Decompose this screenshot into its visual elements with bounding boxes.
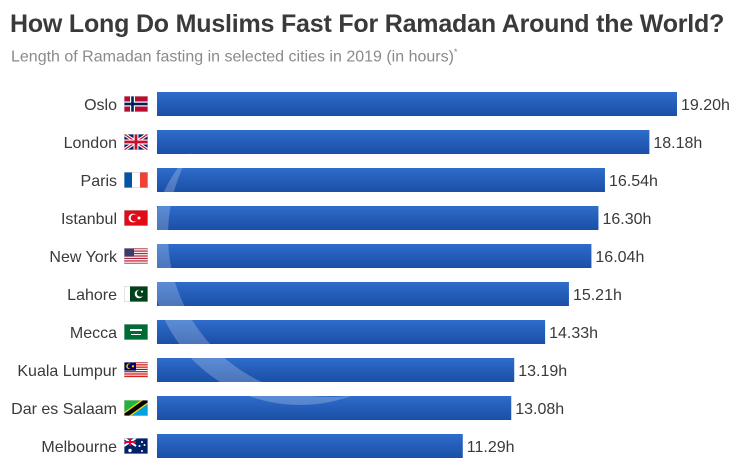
value-label: 16.54h — [609, 173, 658, 190]
bar — [157, 396, 512, 420]
turkey-flag-icon — [124, 210, 148, 226]
value-label: 16.04h — [595, 249, 644, 266]
category-label: Paris — [81, 173, 117, 190]
category-label: Istanbul — [61, 211, 117, 228]
bar — [157, 168, 605, 192]
bar — [157, 244, 592, 268]
crescent-moon-icon — [150, 105, 450, 405]
bars-layer — [157, 92, 677, 458]
value-label: 11.29h — [467, 439, 515, 456]
category-label: Oslo — [84, 97, 117, 114]
australia-flag-icon — [124, 438, 148, 454]
malaysia-flag-icon — [124, 362, 148, 378]
category-label: Dar es Salaam — [11, 401, 117, 418]
usa-flag-icon — [124, 248, 148, 264]
flags-layer — [124, 96, 148, 454]
saudi-arabia-flag-icon — [124, 324, 148, 340]
uk-flag-icon — [124, 134, 148, 150]
subtitle-footnote-mark: * — [453, 47, 458, 57]
value-label: 18.18h — [653, 135, 702, 152]
bar — [157, 434, 463, 458]
bar — [157, 92, 677, 116]
value-label: 16.30h — [602, 211, 651, 228]
labels-layer: 19.20h Oslo 18.18h London 16.54h Paris 16.30h I… — [11, 97, 730, 456]
category-label: London — [64, 135, 117, 152]
bar — [157, 206, 599, 230]
bar — [157, 282, 569, 306]
tanzania-flag-icon — [124, 400, 148, 416]
value-label: 13.19h — [518, 363, 567, 380]
category-label: Kuala Lumpur — [17, 363, 117, 380]
chart-title: How Long Do Muslims Fast For Ramadan Aro… — [10, 10, 725, 38]
france-flag-icon — [124, 172, 148, 188]
value-label: 13.08h — [515, 401, 564, 418]
bar — [157, 130, 650, 154]
category-label: Melbourne — [41, 439, 117, 456]
subtitle-text: Length of Ramadan fasting in selected ci… — [11, 48, 454, 66]
chart-subtitle: Length of Ramadan fasting in selected ci… — [11, 47, 457, 66]
pakistan-flag-icon — [124, 286, 148, 302]
value-label: 19.20h — [681, 97, 730, 114]
value-label: 15.21h — [573, 287, 622, 304]
category-label: Lahore — [67, 287, 117, 304]
value-label: 14.33h — [549, 325, 598, 342]
bar — [157, 358, 515, 382]
norway-flag-icon — [124, 96, 148, 112]
bar — [157, 320, 546, 344]
category-label: New York — [49, 249, 118, 266]
category-label: Mecca — [70, 325, 117, 342]
